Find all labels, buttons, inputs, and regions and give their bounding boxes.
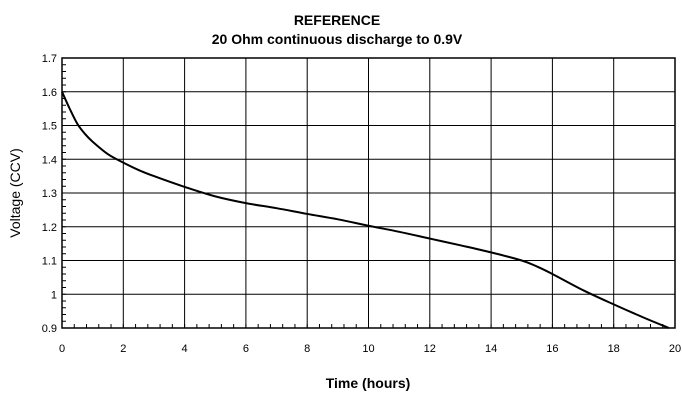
y-tick-label: 1 [51,289,57,301]
y-tick-label: 1.1 [42,256,57,268]
y-tick-label: 1.6 [42,87,57,99]
x-tick-label: 18 [608,343,620,355]
chart-subtitle: 20 Ohm continuous discharge to 0.9V [212,31,463,47]
x-axis-label: Time (hours) [326,375,411,391]
x-tick-label: 20 [669,343,681,355]
x-tick-label: 0 [59,343,65,355]
y-tick-labels: 0.9 1 1.1 1.2 1.3 1.4 1.5 1.6 1.7 [42,53,57,335]
x-tick-label: 14 [485,343,497,355]
x-tick-label: 12 [424,343,436,355]
y-tick-label: 1.4 [42,154,57,166]
x-tick-labels: 0 2 4 6 8 10 12 14 16 18 20 [59,343,681,355]
y-tick-label: 1.3 [42,188,57,200]
x-tick-label: 10 [362,343,374,355]
plot-frame [61,57,676,329]
series-line-voltage [61,91,670,329]
chart-title: REFERENCE [294,12,380,28]
x-tick-label: 4 [182,343,188,355]
y-tick-label: 1.2 [42,222,57,234]
grid-lines [62,58,675,328]
y-tick-label: 1.5 [42,121,57,133]
y-tick-label: 0.9 [42,323,57,335]
x-tick-label: 2 [120,343,126,355]
y-tick-label: 1.7 [42,53,57,65]
x-tick-label: 6 [243,343,249,355]
y-axis-label: Voltage (CCV) [7,148,23,237]
x-tick-label: 8 [304,343,310,355]
x-tick-label: 16 [546,343,558,355]
